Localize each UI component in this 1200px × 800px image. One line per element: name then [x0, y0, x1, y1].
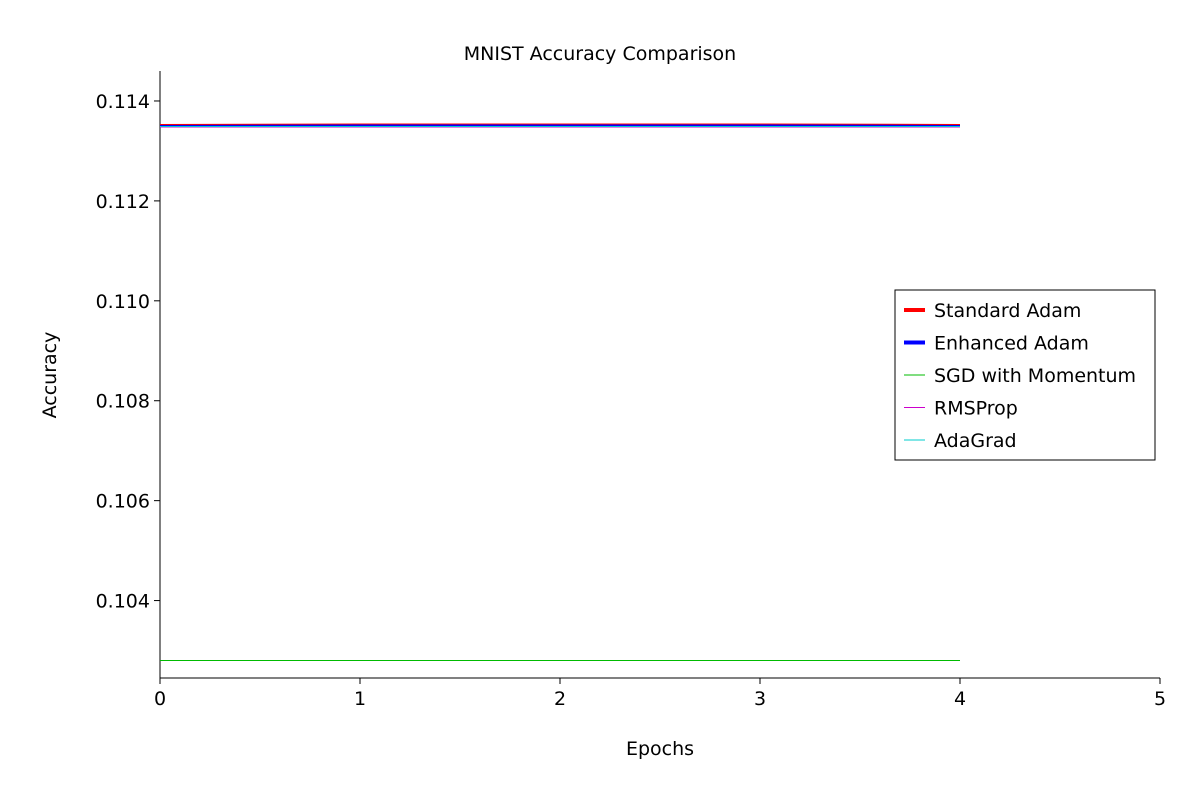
y-tick-label: 0.112 [96, 191, 150, 213]
legend-label-rmsprop: RMSProp [934, 398, 1018, 420]
x-tick-label: 3 [754, 688, 766, 710]
series-lines [159, 123, 961, 662]
y-tick-label: 0.114 [96, 91, 150, 113]
y-tick-label: 0.108 [96, 391, 150, 413]
y-ticks: 0.104 0.106 0.108 0.110 0.112 0.114 [96, 91, 160, 613]
legend-label-adagrad: AdaGrad [934, 430, 1017, 452]
legend-label-standard-adam: Standard Adam [934, 300, 1081, 322]
x-tick-label: 2 [554, 688, 566, 710]
x-tick-label: 4 [954, 688, 966, 710]
x-tick-label: 5 [1154, 688, 1166, 710]
y-tick-label: 0.110 [96, 291, 150, 313]
x-axis-label: Epochs [626, 738, 694, 760]
x-tick-label: 1 [354, 688, 366, 710]
legend-label-sgd-with-momentum: SGD with Momentum [934, 365, 1136, 387]
legend-items: Standard Adam Enhanced Adam SGD with Momen… [904, 300, 1136, 452]
chart-title: MNIST Accuracy Comparison [464, 43, 736, 65]
legend-label-enhanced-adam: Enhanced Adam [934, 333, 1089, 355]
legend-box [894, 289, 1156, 461]
legend: Standard Adam Enhanced Adam SGD with Momen… [894, 289, 1156, 461]
y-tick-label: 0.104 [96, 591, 150, 613]
x-ticks: 0 1 2 3 4 5 [154, 678, 1166, 710]
y-tick-label: 0.106 [96, 491, 150, 513]
y-axis-label: Accuracy [39, 332, 61, 419]
x-tick-label: 0 [154, 688, 166, 710]
